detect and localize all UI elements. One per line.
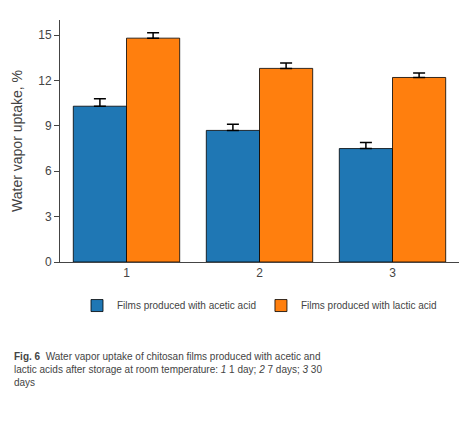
svg-text:9: 9 [45,119,52,133]
svg-text:Water vapor uptake, %: Water vapor uptake, % [9,70,25,212]
svg-text:3: 3 [45,210,52,224]
svg-text:Films produced with acetic aci: Films produced with acetic acid [117,300,256,311]
svg-text:15: 15 [38,28,52,42]
svg-text:0: 0 [45,255,52,269]
svg-text:6: 6 [45,164,52,178]
svg-text:Films produced with lactic aci: Films produced with lactic acid [301,300,437,311]
svg-text:1: 1 [123,266,130,280]
svg-text:3: 3 [389,266,396,280]
svg-text:2: 2 [256,266,263,280]
svg-text:12: 12 [38,74,52,88]
svg-text:Fig. 6 Water vapor uptake of: Fig. 6 Water vapor uptake of chitosan fi… [14,351,322,388]
